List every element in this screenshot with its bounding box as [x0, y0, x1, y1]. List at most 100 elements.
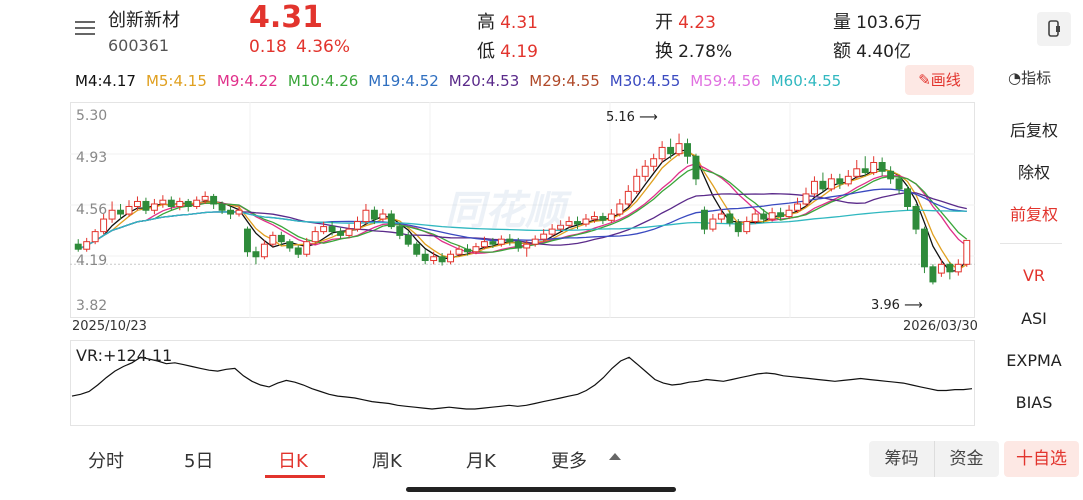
- candle-body: [464, 248, 471, 253]
- sidebar-item-expma[interactable]: EXPMA: [1006, 351, 1062, 370]
- candle-body: [734, 222, 742, 233]
- candle: [590, 211, 598, 223]
- tab-more[interactable]: 更多: [551, 451, 587, 472]
- candle: [142, 197, 150, 215]
- amount-value: 4.40亿: [856, 42, 911, 62]
- sidebar-item-bias[interactable]: BIAS: [1015, 393, 1053, 412]
- candle-body: [167, 199, 175, 207]
- candle: [370, 206, 378, 225]
- home-indicator: [406, 487, 676, 492]
- open-value: 4.23: [678, 13, 716, 33]
- sidebar-item-vr[interactable]: VR: [1022, 266, 1046, 285]
- candle-body: [159, 199, 167, 205]
- candle-body: [540, 233, 548, 240]
- candle-body: [582, 218, 590, 225]
- candle: [777, 207, 785, 221]
- candle-body: [269, 234, 277, 245]
- candle: [514, 237, 522, 252]
- stock-code: 600361: [108, 36, 170, 55]
- candle-body: [717, 213, 725, 220]
- indicator-button[interactable]: ◔指标: [1008, 67, 1051, 88]
- tab-monthly-k[interactable]: 月K: [466, 451, 496, 472]
- high-marker: 5.16 ⟶: [606, 110, 658, 125]
- candle-body: [218, 203, 226, 211]
- sidebar-item-ex-rights[interactable]: 除权: [1017, 163, 1050, 182]
- candle-body: [743, 221, 751, 233]
- candle-body: [354, 221, 361, 230]
- candle: [582, 214, 590, 227]
- candle: [692, 153, 700, 186]
- candle-body: [929, 266, 937, 283]
- tab-weekly-k[interactable]: 周K: [372, 451, 402, 472]
- candle-body: [548, 228, 556, 235]
- candle: [438, 252, 446, 266]
- candle: [421, 249, 429, 265]
- candle: [244, 226, 251, 257]
- candle: [895, 175, 903, 194]
- candle-body: [244, 228, 251, 253]
- funds-label[interactable]: 资金: [933, 441, 999, 477]
- turnover-label: 换: [655, 41, 673, 62]
- chip-button[interactable]: 筹码 资金: [869, 441, 999, 477]
- candle: [455, 245, 463, 257]
- candle-body: [599, 216, 607, 221]
- candle: [269, 231, 277, 247]
- candle-body: [134, 200, 141, 207]
- caret-up-icon[interactable]: [609, 453, 621, 460]
- candle: [193, 196, 201, 209]
- candle: [574, 216, 581, 230]
- open-label: 开: [655, 12, 673, 33]
- candle: [320, 221, 328, 235]
- candle-body: [294, 247, 302, 255]
- candle: [108, 201, 116, 223]
- add-watchlist-button[interactable]: 十自选: [1004, 441, 1079, 477]
- candle-body: [802, 193, 810, 205]
- candle: [743, 216, 751, 235]
- phone-icon[interactable]: [1037, 12, 1071, 46]
- draw-line-button[interactable]: ✎画线: [905, 65, 974, 95]
- candle: [117, 203, 125, 220]
- candle: [506, 234, 514, 246]
- candle: [167, 196, 175, 211]
- candle-body: [819, 180, 827, 190]
- volume-value: 103.6万: [856, 13, 922, 33]
- candle-body: [413, 243, 421, 255]
- candle-body: [345, 228, 353, 236]
- candle: [303, 237, 311, 257]
- ma-legend-item: M19:4.52: [368, 72, 439, 90]
- y-tick-3: 4.56: [76, 202, 108, 218]
- candle-body: [100, 218, 108, 233]
- price-change: 0.18: [249, 37, 287, 57]
- candle-body: [506, 238, 514, 243]
- y-tick-1: 5.30: [76, 108, 108, 124]
- watermark: 同花顺: [445, 188, 565, 234]
- candle-body: [904, 188, 911, 207]
- candle-body: [235, 209, 243, 215]
- candle-body: [193, 199, 201, 207]
- candle: [557, 220, 565, 232]
- candle-body: [447, 253, 455, 263]
- sidebar-item-asi[interactable]: ASI: [1021, 309, 1047, 328]
- candle-body: [692, 155, 700, 180]
- candle: [540, 229, 548, 242]
- candle-body: [497, 238, 505, 245]
- candle-body: [523, 243, 531, 249]
- candle: [726, 210, 734, 227]
- candle-body: [387, 213, 395, 228]
- pencil-icon: ✎: [918, 71, 931, 89]
- kline-chart[interactable]: [70, 102, 975, 318]
- indicator-label: 指标: [1021, 69, 1052, 87]
- candle-body: [252, 251, 260, 258]
- low-marker-value: 3.96: [871, 298, 900, 313]
- tab-intraday[interactable]: 分时: [88, 451, 124, 472]
- candle-body: [379, 213, 387, 220]
- sidebar-item-backward-adjust[interactable]: 后复权: [1009, 121, 1058, 140]
- vr-chart[interactable]: [70, 340, 975, 426]
- tab-5day[interactable]: 5日: [184, 451, 214, 472]
- sidebar-item-forward-adjust[interactable]: 前复权: [1009, 205, 1058, 224]
- candle: [150, 198, 158, 215]
- tab-daily-k[interactable]: 日K: [278, 451, 308, 472]
- menu-icon[interactable]: [75, 17, 95, 39]
- candle-body: [684, 143, 691, 157]
- candle-body: [853, 168, 861, 177]
